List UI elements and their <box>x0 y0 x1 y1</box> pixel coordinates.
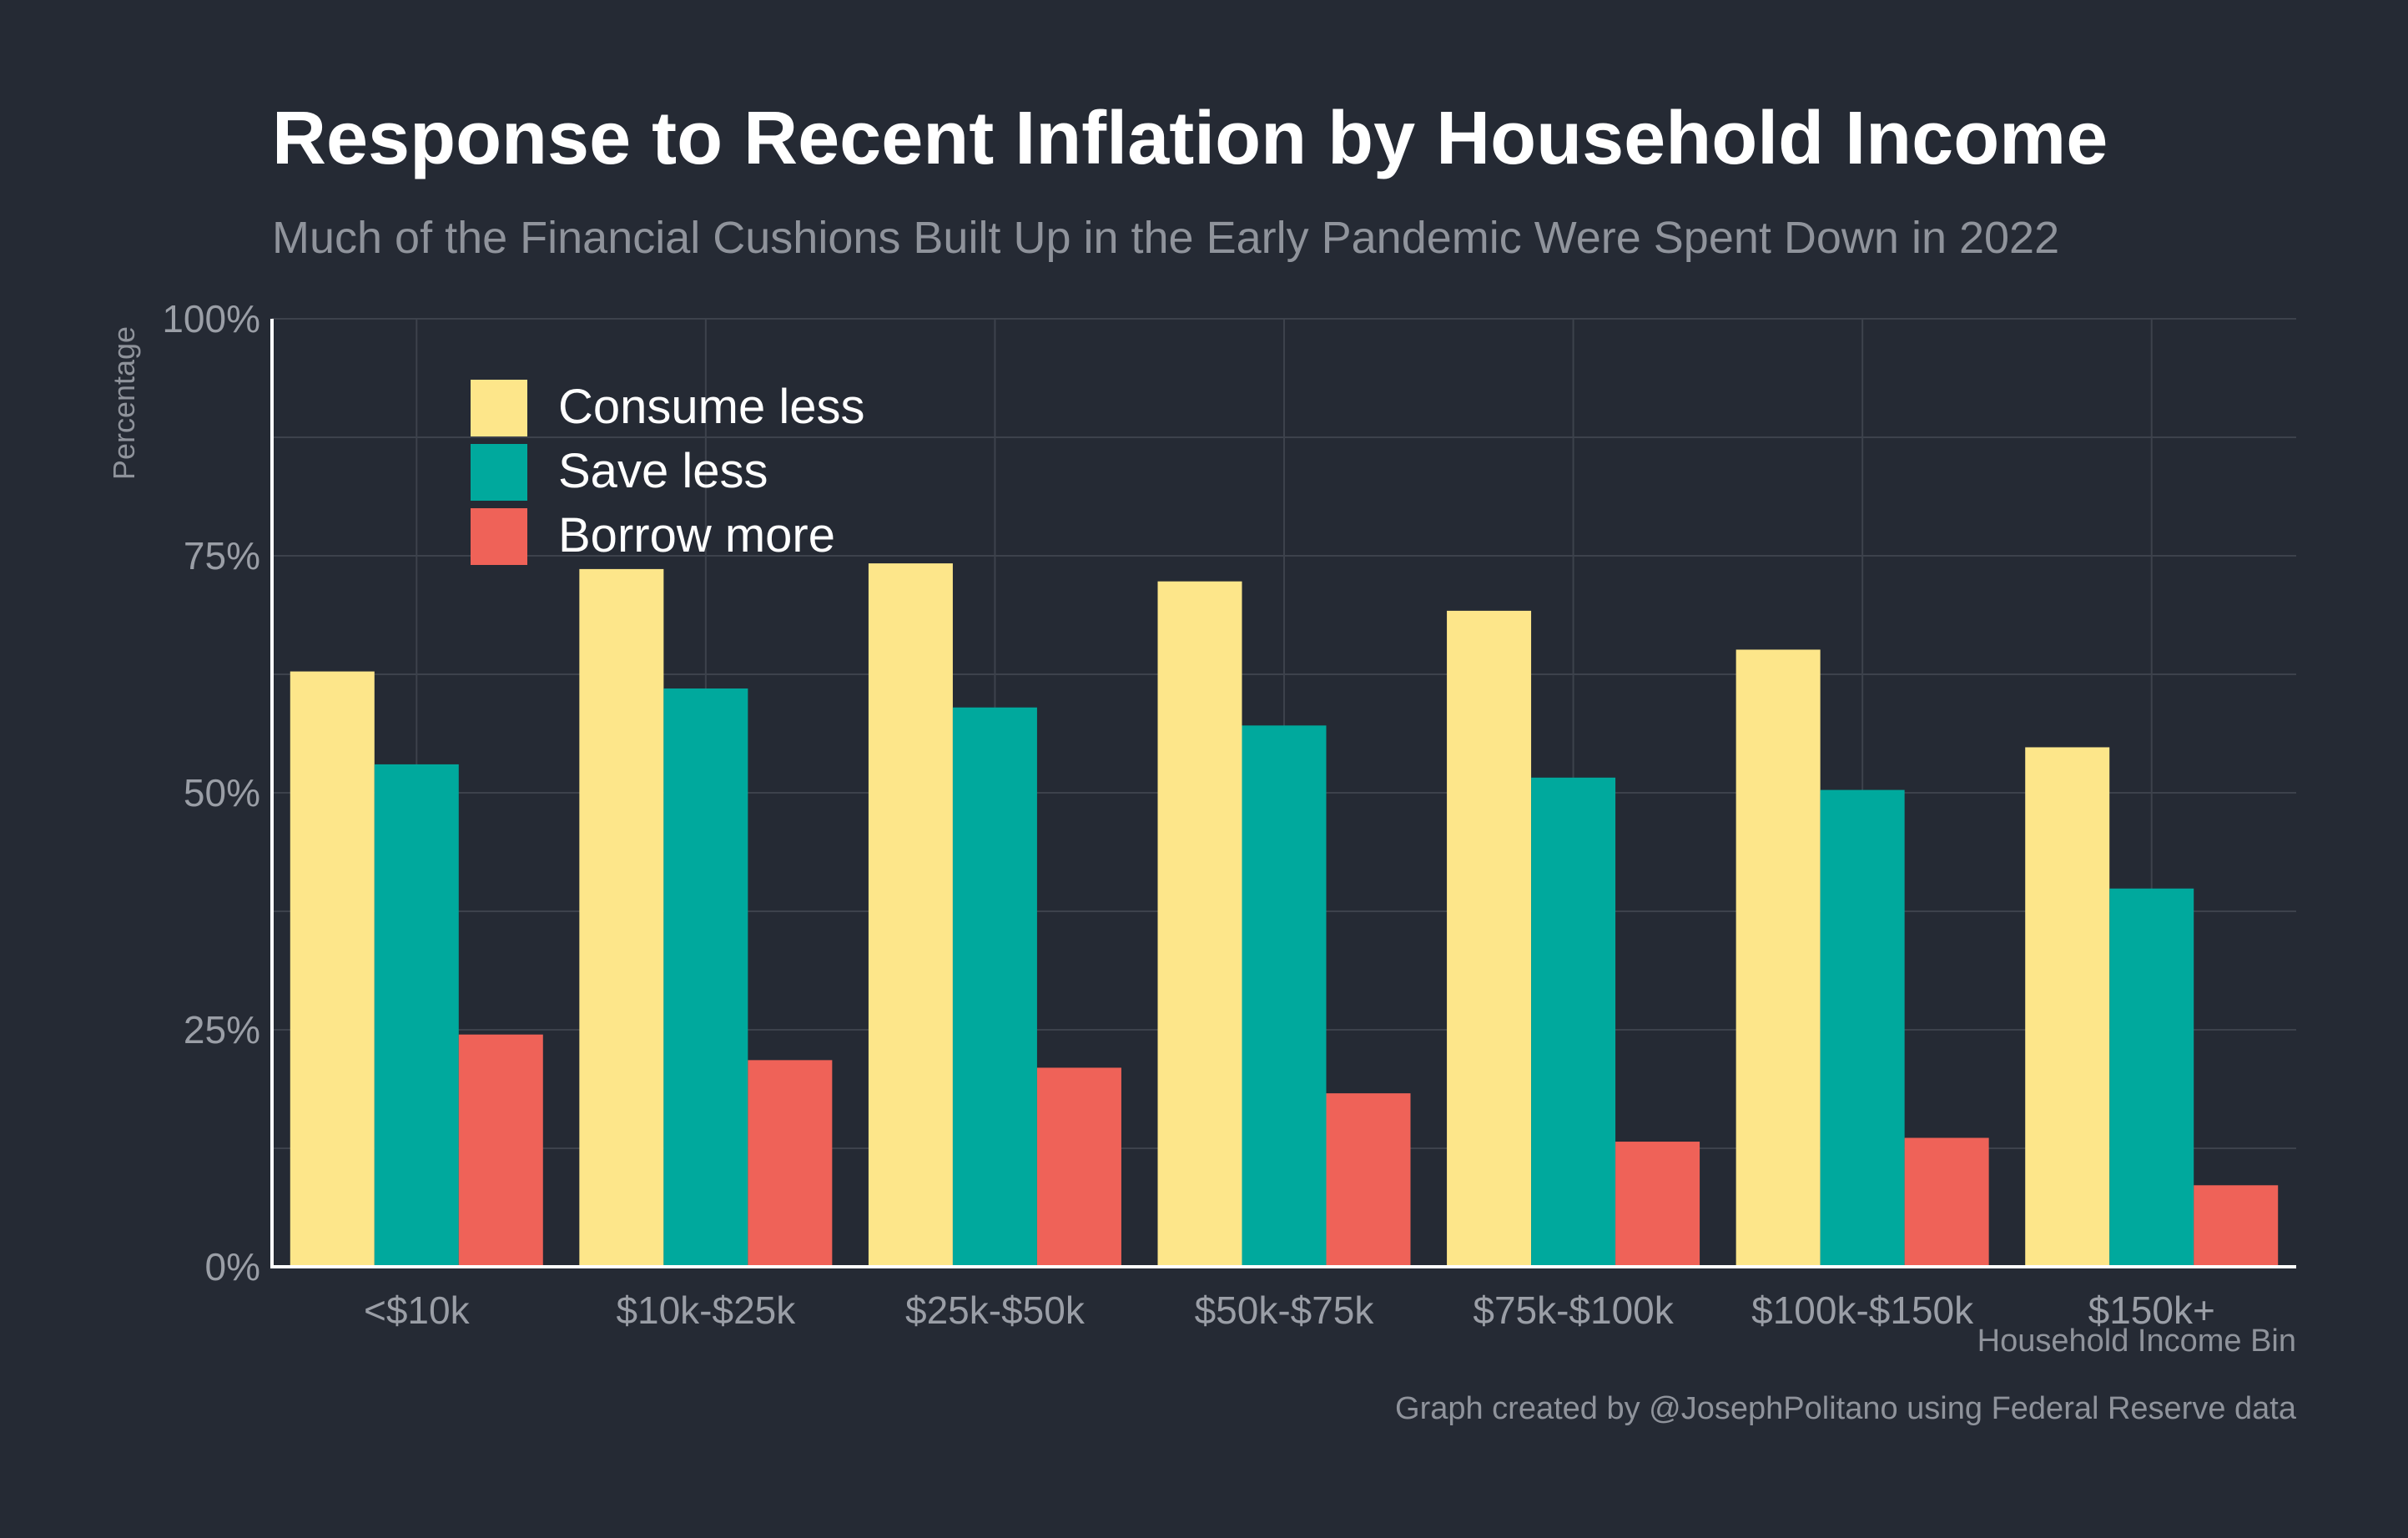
legend-swatch-borrow-more <box>471 508 527 565</box>
x-tick-label: <$10k <box>364 1288 471 1332</box>
y-tick-label: 100% <box>162 297 260 340</box>
bar-borrow-more <box>1615 1142 1700 1267</box>
x-tick-label: $10k-$25k <box>616 1288 796 1332</box>
bar-consume-less <box>1735 649 1821 1267</box>
x-tick-label: $150k+ <box>2088 1288 2215 1332</box>
x-tick-label: $25k-$50k <box>905 1288 1086 1332</box>
bar-borrow-more <box>2194 1185 2279 1267</box>
y-tick-label: 25% <box>184 1008 260 1051</box>
bar-borrow-more <box>1904 1137 1989 1267</box>
bar-save-less <box>1820 789 1905 1267</box>
legend: Consume less Save less Borrow more <box>471 380 864 565</box>
bar-borrow-more <box>1326 1093 1411 1267</box>
bars <box>290 563 2279 1267</box>
bar-save-less <box>1242 725 1327 1267</box>
bar-save-less <box>374 764 459 1267</box>
bar-consume-less <box>290 671 375 1267</box>
bar-borrow-more <box>748 1060 833 1267</box>
y-tick-labels: 0% 25% 50% 75% 100% <box>162 297 260 1288</box>
chart-title: Response to Recent Inflation by Househol… <box>272 97 2108 180</box>
bar-save-less <box>663 688 748 1267</box>
y-tick-label: 0% <box>205 1245 260 1288</box>
x-tick-label: $100k-$150k <box>1751 1288 1974 1332</box>
legend-label-consume-less: Consume less <box>558 380 864 434</box>
x-tick-label: $50k-$75k <box>1195 1288 1375 1332</box>
bar-consume-less <box>868 563 953 1267</box>
legend-swatch-save-less <box>471 444 527 501</box>
bar-save-less <box>2109 888 2194 1267</box>
x-tick-label: $75k-$100k <box>1473 1288 1674 1332</box>
chart-subtitle: Much of the Financial Cushions Built Up … <box>272 213 2059 263</box>
legend-label-borrow-more: Borrow more <box>558 508 835 562</box>
bar-borrow-more <box>1036 1067 1121 1267</box>
bar-borrow-more <box>458 1034 543 1267</box>
legend-swatch-consume-less <box>471 380 527 436</box>
bar-consume-less <box>1447 610 1532 1267</box>
bar-save-less <box>1531 777 1616 1267</box>
x-tick-labels: <$10k $10k-$25k $25k-$50k $50k-$75k $75k-$10… <box>364 1288 2215 1332</box>
legend-label-save-less: Save less <box>558 444 768 498</box>
bar-consume-less <box>579 568 664 1267</box>
y-axis-title: Percentage <box>107 326 141 480</box>
y-tick-label: 75% <box>184 534 260 577</box>
x-axis-title: Household Income Bin <box>1977 1324 2296 1359</box>
bar-save-less <box>952 707 1037 1267</box>
y-tick-label: 50% <box>184 771 260 814</box>
source-caption: Graph created by @JosephPolitano using F… <box>1395 1391 2297 1426</box>
bar-consume-less <box>2025 747 2110 1267</box>
bar-consume-less <box>1157 581 1242 1267</box>
axes <box>270 319 2296 1268</box>
